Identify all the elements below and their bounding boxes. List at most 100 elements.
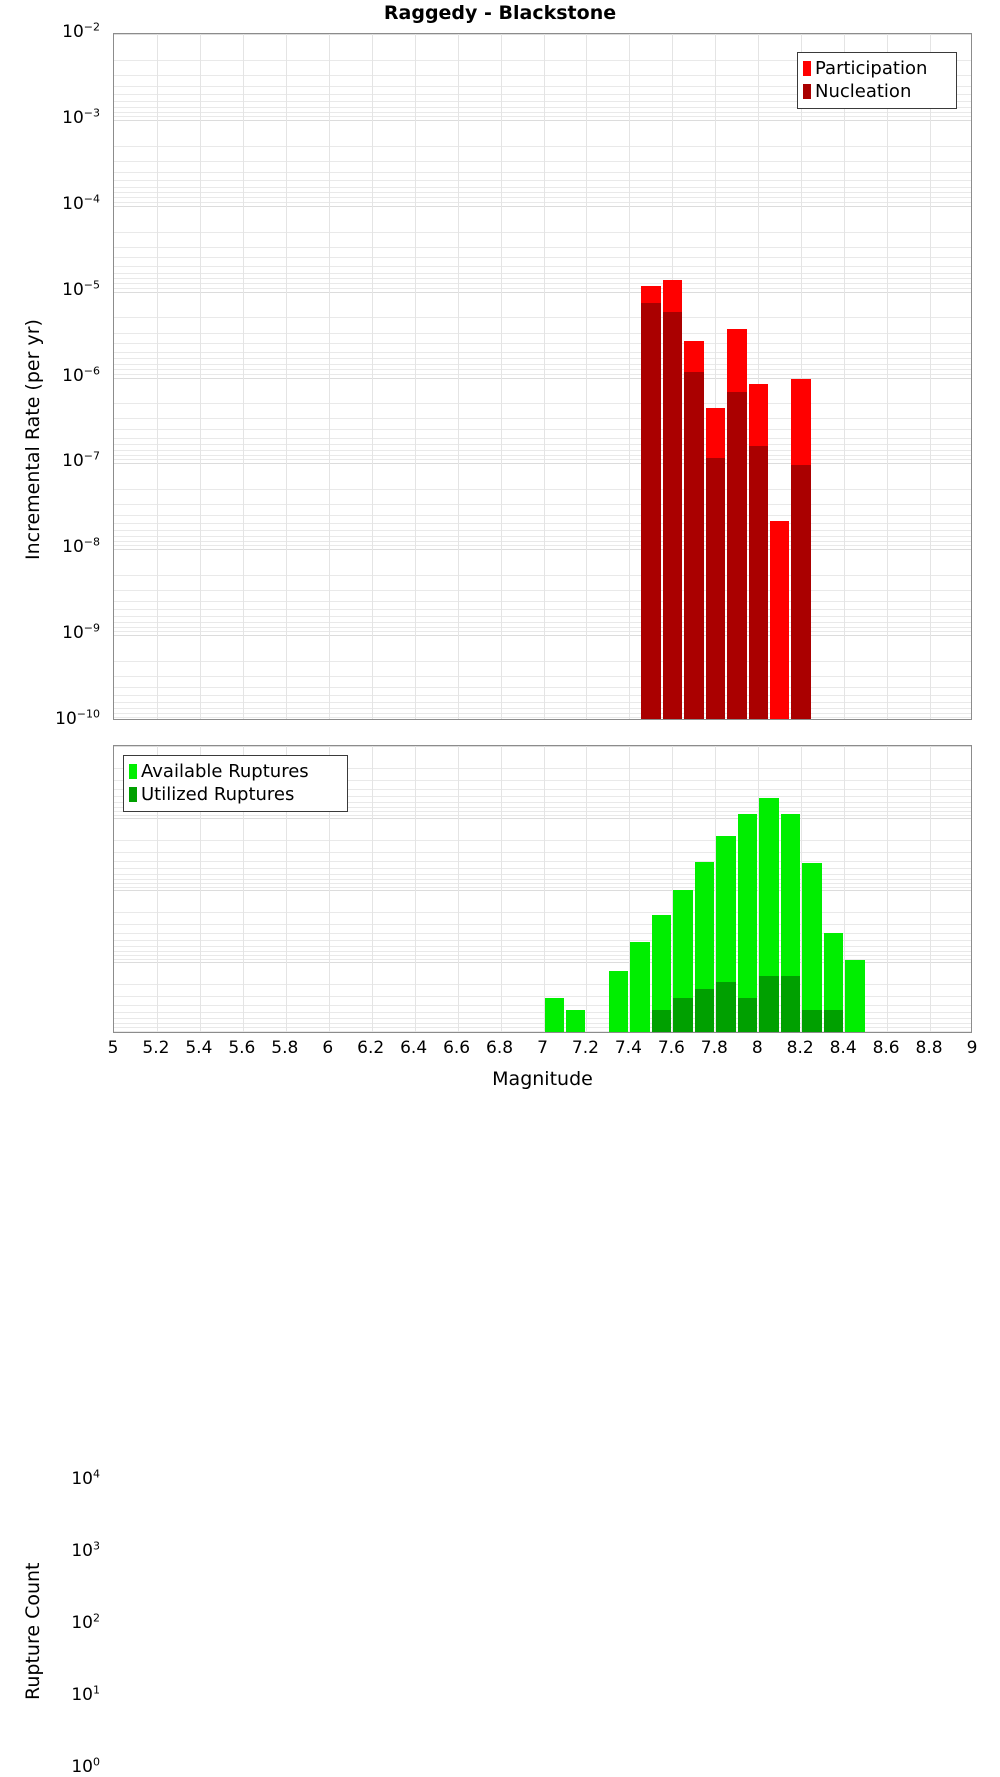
gridline-vertical	[286, 34, 287, 719]
gridline-minor	[114, 343, 971, 345]
bar-utilized-ruptures	[716, 981, 736, 1032]
bar-utilized-ruptures	[802, 1010, 822, 1032]
x-tick-label: 6.2	[357, 1038, 385, 1058]
gridline-minor	[114, 278, 971, 280]
legend-item-utilized-ruptures: Utilized Ruptures	[129, 783, 340, 806]
bar-nucleation	[641, 302, 661, 719]
gridline-minor	[114, 1027, 971, 1029]
bar-available-ruptures	[802, 863, 822, 1032]
participation-swatch	[803, 61, 811, 76]
x-tick-label: 6.8	[486, 1038, 514, 1058]
legend-label-nucleation: Nucleation	[815, 80, 912, 102]
bottom-legend: Available Ruptures Utilized Ruptures	[123, 755, 348, 812]
y-tick-label: 101	[71, 1683, 100, 1705]
gridline-minor	[114, 811, 971, 813]
gridline-minor	[114, 955, 971, 957]
gridline-minor	[114, 504, 971, 506]
y-tick-label: 10−10	[55, 707, 100, 729]
gridline-minor	[114, 911, 971, 913]
x-tick-label: 6.6	[443, 1038, 471, 1058]
gridline-minor	[114, 515, 971, 517]
legend-label-participation: Participation	[815, 57, 928, 79]
gridline-vertical	[501, 746, 502, 1032]
gridline-vertical	[200, 746, 201, 1032]
gridline-minor	[114, 450, 971, 452]
x-tick-label: 7.2	[571, 1038, 599, 1058]
x-tick-label: 9	[966, 1038, 978, 1058]
gridline-minor	[114, 886, 971, 888]
gridline-major	[114, 635, 971, 637]
gridline-vertical	[801, 746, 802, 1032]
gridline-minor	[114, 364, 971, 366]
gridline-minor	[114, 145, 971, 147]
gridline-minor	[114, 1012, 971, 1014]
x-tick-label: 8.6	[872, 1038, 900, 1058]
x-tick-label: 5	[107, 1038, 119, 1058]
gridline-vertical	[200, 34, 201, 719]
gridline-minor	[114, 369, 971, 371]
gridline-minor	[114, 358, 971, 360]
gridline-minor	[114, 59, 971, 61]
x-tick-label: 8.2	[786, 1038, 814, 1058]
bar-available-ruptures	[823, 932, 844, 1032]
incremental-rate-plot-area	[113, 33, 972, 720]
y-tick-label: 104	[71, 1467, 100, 1489]
bar-utilized-ruptures	[759, 975, 779, 1032]
bar-utilized-ruptures	[823, 1010, 844, 1032]
y-tick-label: 102	[71, 1611, 100, 1633]
gridline-major	[114, 119, 971, 121]
gridline-vertical	[586, 34, 587, 719]
bar-available-ruptures	[608, 971, 629, 1032]
gridline-minor	[114, 940, 971, 942]
y-tick-label: 10−3	[62, 106, 100, 128]
bar-nucleation	[727, 391, 747, 719]
x-tick-label: 8.8	[915, 1038, 943, 1058]
gridline-minor	[114, 444, 971, 446]
bar-utilized-ruptures	[651, 1010, 672, 1032]
x-tick-label: 8	[751, 1038, 763, 1058]
gridline-minor	[114, 418, 971, 420]
gridline-minor	[114, 287, 971, 289]
y-tick-label: 10−9	[62, 621, 100, 644]
legend-label-utilized-ruptures: Utilized Ruptures	[141, 783, 295, 805]
gridline-vertical	[329, 34, 330, 719]
gridline-minor	[114, 85, 971, 87]
bar-available-ruptures	[673, 889, 693, 1032]
gridline-minor	[114, 171, 971, 173]
gridline-minor	[114, 660, 971, 662]
bar-utilized-ruptures	[673, 997, 693, 1032]
bar-available-ruptures	[544, 997, 564, 1032]
gridline-minor	[114, 616, 971, 618]
gridline-vertical	[844, 746, 845, 1032]
gridline-minor	[114, 600, 971, 602]
gridline-minor	[114, 1018, 971, 1020]
gridline-minor	[114, 351, 971, 353]
gridline-minor	[114, 530, 971, 532]
gridline-vertical	[672, 746, 673, 1032]
gridline-major	[114, 463, 971, 465]
gridline-minor	[114, 631, 971, 633]
gridline-minor	[114, 686, 971, 688]
bar-available-ruptures	[759, 797, 779, 1032]
gridline-minor	[114, 695, 971, 697]
gridline-minor	[114, 861, 971, 863]
gridline-vertical	[930, 34, 931, 719]
gridline-minor	[114, 160, 971, 162]
rupture-count-panel: Rupture Count 104 103 102 101 100 Available …	[0, 735, 1000, 1776]
incremental-rate-panel: Incremental Rate (per yr) 10−2 10−3 10−4 10…	[0, 0, 1000, 740]
gridline-vertical	[758, 746, 759, 1032]
gridline-vertical	[629, 34, 630, 719]
gridline-vertical	[887, 746, 888, 1032]
gridline-minor	[114, 523, 971, 525]
top-legend: Participation Nucleation	[797, 52, 957, 109]
gridline-major	[114, 549, 971, 551]
gridline-minor	[114, 802, 971, 804]
gridline-vertical	[887, 34, 888, 719]
gridline-minor	[114, 100, 971, 102]
gridline-minor	[114, 924, 971, 926]
gridline-major	[114, 818, 971, 819]
gridline-minor	[114, 540, 971, 542]
gridline-minor	[114, 883, 971, 885]
gridline-vertical	[458, 746, 459, 1032]
gridline-minor	[114, 626, 971, 628]
